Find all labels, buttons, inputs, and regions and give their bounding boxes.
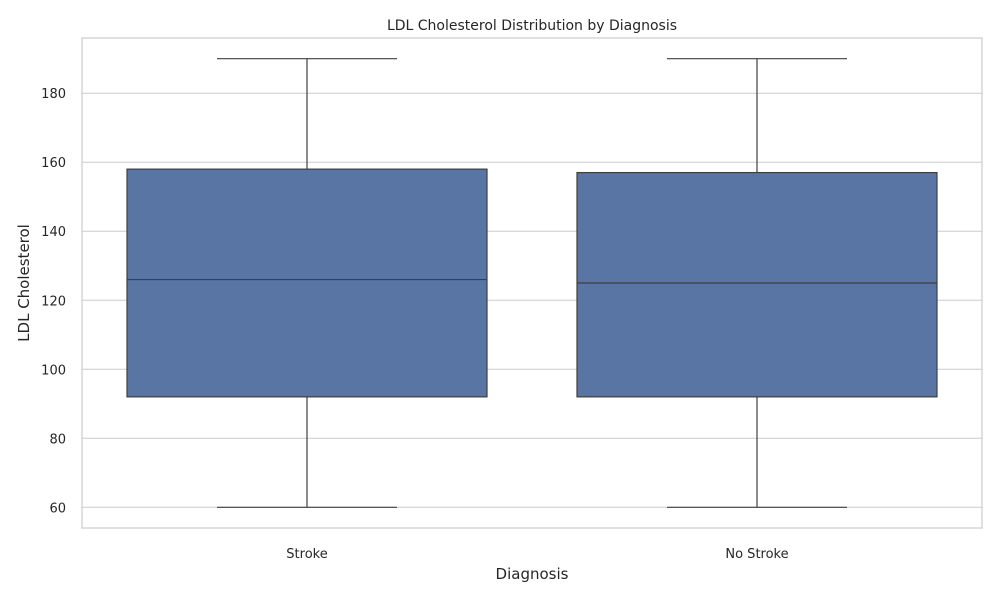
iqr-box <box>576 171 938 398</box>
y-tick-label: 160 <box>41 156 66 171</box>
x-tick-label: Stroke <box>286 547 327 562</box>
iqr-box <box>126 168 488 398</box>
chart-title: LDL Cholesterol Distribution by Diagnosi… <box>387 18 677 34</box>
y-tick-label: 140 <box>41 225 66 240</box>
box-no-stroke <box>576 58 938 508</box>
x-axis-label: Diagnosis <box>496 565 569 583</box>
y-tick-label: 180 <box>41 87 66 102</box>
plot-frame <box>81 37 983 529</box>
x-axis-ticks: Stroke No Stroke <box>286 547 788 562</box>
box-stroke <box>126 58 488 508</box>
y-tick-label: 100 <box>41 363 66 378</box>
y-tick-label: 120 <box>41 294 66 309</box>
y-tick-label: 80 <box>49 432 66 447</box>
x-tick-label: No Stroke <box>725 547 788 562</box>
y-axis-label: LDL Cholesterol <box>15 224 33 342</box>
boxes-layer <box>126 58 938 508</box>
y-tick-label: 60 <box>49 501 66 516</box>
y-axis-ticks: 60 80 100 120 140 160 180 <box>41 87 66 516</box>
